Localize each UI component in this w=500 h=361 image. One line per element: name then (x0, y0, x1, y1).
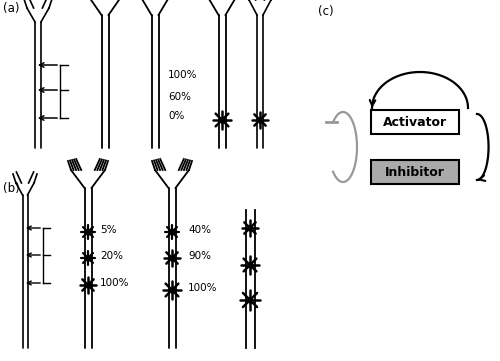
Text: 100%: 100% (100, 278, 130, 288)
Text: 20%: 20% (100, 251, 123, 261)
Text: 60%: 60% (168, 92, 191, 102)
Text: Activator: Activator (383, 116, 447, 129)
Text: 100%: 100% (168, 70, 198, 80)
Text: 40%: 40% (188, 225, 211, 235)
FancyBboxPatch shape (371, 160, 459, 184)
Text: 0%: 0% (168, 111, 184, 121)
FancyBboxPatch shape (371, 110, 459, 134)
Text: (b): (b) (3, 182, 20, 195)
Text: (c): (c) (318, 5, 334, 18)
Text: (a): (a) (3, 2, 20, 15)
Text: 5%: 5% (100, 225, 116, 235)
Text: 100%: 100% (188, 283, 218, 293)
Text: Inhibitor: Inhibitor (385, 165, 445, 178)
Text: 90%: 90% (188, 251, 211, 261)
